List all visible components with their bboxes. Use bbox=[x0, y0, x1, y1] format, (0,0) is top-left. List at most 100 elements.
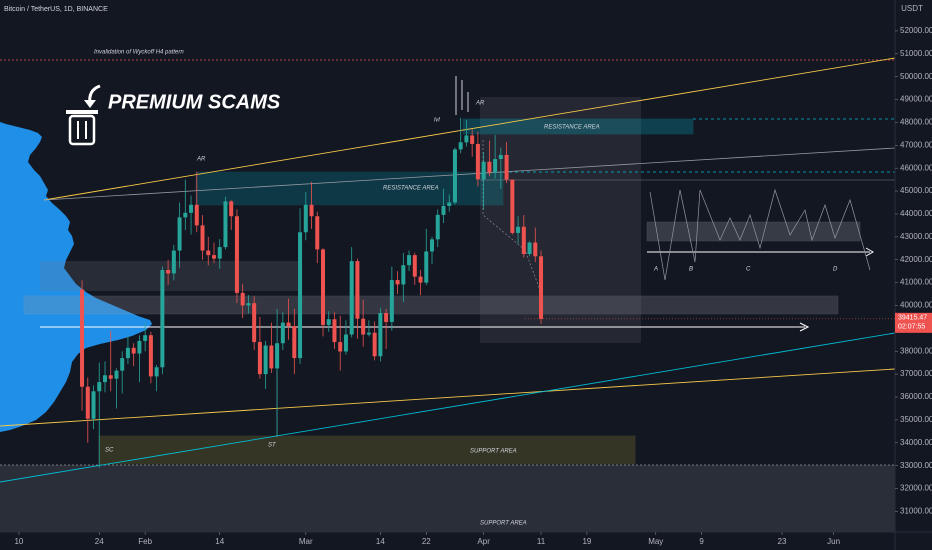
x-tick-label: 10 bbox=[14, 537, 23, 546]
annotation: ST bbox=[268, 443, 277, 449]
candle-body bbox=[315, 216, 320, 250]
candle-body bbox=[378, 313, 383, 357]
price-tag-label: 39415.47 bbox=[898, 315, 927, 322]
candle-body bbox=[263, 345, 268, 375]
candle-body bbox=[114, 370, 119, 379]
candle-body bbox=[137, 340, 142, 354]
candle-body bbox=[384, 313, 389, 322]
y-tick-label: 41000.00 bbox=[900, 278, 932, 287]
x-tick-label: Feb bbox=[138, 537, 152, 546]
y-tick-label: 32000.00 bbox=[900, 484, 932, 493]
x-tick-label: Mar bbox=[299, 537, 313, 546]
trash-lid bbox=[66, 110, 98, 114]
candle-body bbox=[252, 303, 257, 343]
candle-body bbox=[361, 318, 366, 335]
candle-body bbox=[424, 251, 429, 283]
candle-body bbox=[194, 204, 199, 226]
resistance-box bbox=[462, 118, 694, 135]
candle-body bbox=[372, 332, 377, 357]
candle-body bbox=[498, 154, 503, 160]
resistance-box bbox=[195, 171, 504, 206]
candle-body bbox=[401, 265, 406, 285]
trend-line bbox=[0, 332, 896, 483]
candle-body bbox=[269, 345, 274, 369]
candle-body bbox=[148, 335, 153, 377]
x-tick-label: May bbox=[648, 537, 663, 546]
volume-profile bbox=[0, 122, 152, 432]
candle-body bbox=[257, 342, 262, 375]
range-box bbox=[40, 261, 298, 291]
y-tick-label: 50000.00 bbox=[900, 72, 932, 81]
logo bbox=[66, 84, 101, 146]
x-tick-label: Jun bbox=[827, 537, 840, 546]
y-tick-label: 46000.00 bbox=[900, 163, 932, 172]
annotation: B bbox=[689, 267, 693, 273]
x-tick-label: 24 bbox=[95, 537, 104, 546]
candle-body bbox=[160, 270, 165, 368]
price-tag bbox=[895, 312, 932, 333]
candle-body bbox=[189, 204, 194, 213]
candle-body bbox=[223, 201, 228, 248]
candle-body bbox=[211, 255, 216, 259]
y-tick-label: 52000.00 bbox=[900, 26, 932, 35]
candle-body bbox=[298, 232, 303, 359]
candle-body bbox=[452, 149, 457, 203]
candle-body bbox=[458, 142, 463, 150]
candle-body bbox=[229, 201, 234, 217]
y-tick-label: 44000.00 bbox=[900, 209, 932, 218]
trend-line bbox=[43, 57, 896, 201]
annotation: D bbox=[833, 267, 838, 273]
arrow-head bbox=[799, 322, 810, 332]
y-tick-label: 36000.00 bbox=[900, 392, 932, 401]
y-tick-label: 33000.00 bbox=[900, 461, 932, 470]
candle-body bbox=[200, 225, 205, 251]
annotation: AR bbox=[196, 157, 206, 163]
candle-body bbox=[292, 326, 297, 359]
annotation: SUPPORT AREA bbox=[470, 449, 517, 455]
candle-body bbox=[85, 386, 90, 419]
schematic-path bbox=[649, 188, 871, 281]
support-box bbox=[98, 435, 636, 465]
candle-body bbox=[171, 250, 176, 274]
y-tick-label: 51000.00 bbox=[900, 49, 932, 58]
annotation: lvl bbox=[434, 118, 440, 124]
candle-body bbox=[418, 276, 423, 283]
trend-line bbox=[0, 368, 896, 427]
candle-body bbox=[475, 143, 480, 180]
candle-body bbox=[366, 332, 371, 335]
x-tick-label: 22 bbox=[422, 537, 431, 546]
y-tick-label: 45000.00 bbox=[900, 186, 932, 195]
candle-body bbox=[430, 239, 435, 252]
annotation: AR bbox=[475, 101, 485, 107]
candle-body bbox=[120, 358, 125, 371]
annotation: Invalidation of Wyckoff H4 pattern bbox=[94, 50, 184, 56]
candle-body bbox=[240, 292, 245, 306]
candle-body bbox=[131, 347, 136, 354]
candle-body bbox=[177, 217, 182, 251]
candle-body bbox=[338, 342, 343, 352]
candle-body bbox=[343, 334, 348, 352]
trash-icon bbox=[68, 114, 96, 146]
range-box bbox=[646, 221, 861, 242]
candle-body bbox=[125, 347, 130, 359]
candle-body bbox=[464, 135, 469, 143]
candle-body bbox=[533, 242, 538, 257]
x-tick-label: 23 bbox=[778, 537, 787, 546]
annotation: RESISTANCE AREA bbox=[544, 125, 600, 131]
y-tick-label: 47000.00 bbox=[900, 140, 932, 149]
candle-body bbox=[487, 161, 492, 173]
candle-body bbox=[355, 261, 360, 319]
candle-body bbox=[143, 335, 148, 341]
arrow-head bbox=[865, 247, 875, 257]
x-tick-label: 11 bbox=[537, 537, 546, 546]
logo-arrow-head bbox=[84, 100, 96, 108]
y-tick-label: 31000.00 bbox=[900, 507, 932, 516]
candle-body bbox=[407, 255, 412, 266]
candle-body bbox=[154, 367, 159, 377]
currency-label: USDT bbox=[901, 4, 923, 13]
annotation: A bbox=[653, 267, 658, 273]
y-tick-label: 43000.00 bbox=[900, 232, 932, 241]
candle-body bbox=[234, 216, 239, 293]
candle-body bbox=[493, 159, 498, 173]
